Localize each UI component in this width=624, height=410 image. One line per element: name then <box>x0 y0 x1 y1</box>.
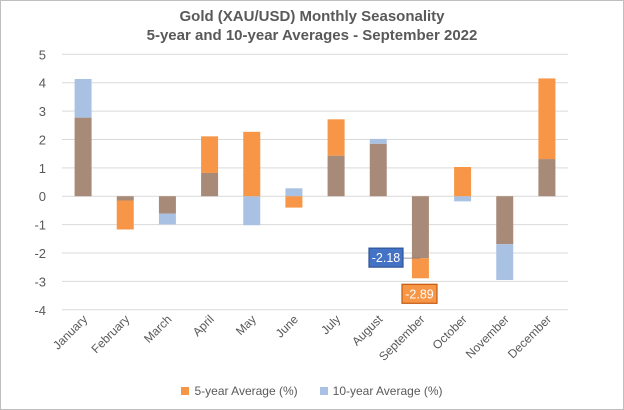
bar-10yr-august <box>369 138 387 144</box>
y-tick-label: 5 <box>39 47 46 62</box>
y-tick-label: -3 <box>34 274 46 289</box>
bar-5yr-september <box>411 258 429 279</box>
bar-5yr-february <box>116 200 134 230</box>
bar-overlap-december <box>538 159 556 197</box>
bar-5yr-may <box>243 131 261 197</box>
bar-5yr-december <box>538 78 556 160</box>
x-tick-label: August <box>349 312 386 349</box>
chart-title: Gold (XAU/USD) Monthly Seasonality <box>179 8 445 25</box>
bar-overlap-march <box>158 196 176 214</box>
legend-swatch-10yr <box>319 387 328 395</box>
legend-item-5yr: 5-year Average (%) <box>181 384 298 398</box>
legend-swatch-5yr <box>181 387 190 395</box>
bar-10yr-november <box>496 244 514 280</box>
x-tick-label: April <box>190 312 217 339</box>
x-tick-label: May <box>233 312 259 338</box>
bar-overlap-august <box>369 143 387 197</box>
legend: 5-year Average (%) 10-year Average (%) <box>0 384 624 398</box>
y-tick-label: 1 <box>39 161 46 176</box>
x-tick-label: June <box>273 312 302 341</box>
bar-overlap-february <box>116 196 134 201</box>
data-label-box <box>368 247 404 268</box>
y-tick-label: -1 <box>34 218 46 233</box>
y-tick-label: 2 <box>39 132 46 147</box>
bar-overlap-april <box>201 172 219 197</box>
x-tick-label: February <box>89 312 133 356</box>
bar-overlap-september <box>411 196 429 259</box>
bar-5yr-april <box>201 136 219 173</box>
x-tick-label: October <box>430 312 470 352</box>
bar-10yr-march <box>158 213 176 225</box>
x-tick-label: July <box>318 312 343 337</box>
x-tick-label: November <box>463 312 512 361</box>
legend-label-5yr: 5-year Average (%) <box>194 384 298 398</box>
data-label: -2.18 <box>372 251 401 265</box>
bar-10yr-may <box>243 196 261 226</box>
bar-10yr-june <box>285 188 303 197</box>
y-tick-label: -2 <box>34 246 46 261</box>
y-tick-label: 4 <box>39 76 46 91</box>
x-tick-label: March <box>141 312 174 345</box>
x-tick-label: September <box>376 312 427 363</box>
legend-label-10yr: 10-year Average (%) <box>332 384 443 398</box>
bar-10yr-january <box>74 78 92 118</box>
bar-5yr-october <box>454 167 472 197</box>
chart-subtitle: 5-year and 10-year Averages - September … <box>146 27 478 44</box>
bar-overlap-january <box>74 117 92 197</box>
data-label-box <box>401 283 438 304</box>
x-tick-label: December <box>505 312 554 361</box>
y-tick-label: 0 <box>39 189 46 204</box>
data-label: -2.89 <box>405 287 434 301</box>
legend-item-10yr: 10-year Average (%) <box>319 384 443 398</box>
bar-10yr-october <box>454 196 472 202</box>
y-tick-label: 3 <box>39 104 46 119</box>
bar-overlap-july <box>327 155 345 197</box>
bar-overlap-november <box>496 196 514 245</box>
x-tick-label: January <box>50 312 90 352</box>
y-tick-label: -4 <box>34 303 46 318</box>
bar-5yr-july <box>327 119 345 156</box>
bar-5yr-june <box>285 196 303 208</box>
